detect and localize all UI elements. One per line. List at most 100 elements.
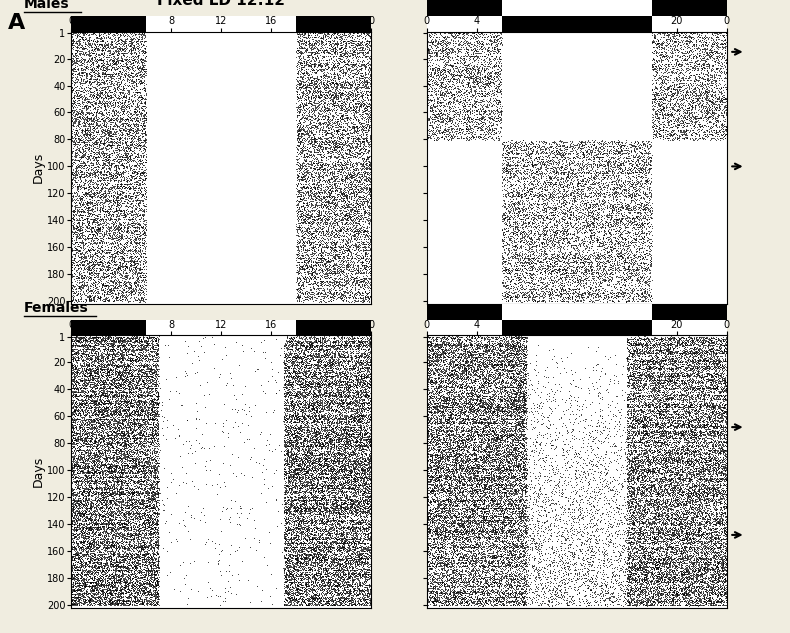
- Point: [422, 517, 434, 527]
- Point: [695, 536, 708, 546]
- Point: [683, 401, 695, 411]
- Point: [105, 148, 118, 158]
- Point: [87, 540, 100, 550]
- Point: [660, 494, 672, 505]
- Point: [463, 396, 476, 406]
- Point: [73, 417, 86, 427]
- Point: [683, 103, 695, 113]
- Point: [457, 38, 470, 48]
- Point: [329, 499, 342, 510]
- Point: [107, 407, 119, 417]
- Point: [715, 442, 728, 453]
- Point: [491, 339, 503, 349]
- Point: [678, 446, 690, 456]
- Point: [683, 34, 695, 44]
- Point: [102, 173, 115, 184]
- Point: [340, 504, 352, 514]
- Point: [305, 93, 318, 103]
- Point: [325, 115, 337, 125]
- Point: [75, 551, 88, 561]
- Point: [95, 130, 107, 141]
- Point: [299, 45, 311, 55]
- Point: [356, 573, 368, 583]
- Point: [476, 566, 488, 576]
- Point: [284, 417, 297, 427]
- Point: [550, 170, 562, 180]
- Point: [650, 532, 663, 542]
- Point: [571, 570, 584, 580]
- Point: [344, 479, 357, 489]
- Point: [333, 72, 345, 82]
- Point: [69, 249, 81, 260]
- Point: [335, 360, 348, 370]
- Point: [85, 598, 97, 608]
- Point: [359, 292, 372, 303]
- Point: [457, 359, 469, 369]
- Point: [496, 359, 509, 369]
- Point: [96, 383, 108, 393]
- Point: [124, 438, 137, 448]
- Point: [282, 592, 295, 602]
- Point: [638, 277, 651, 287]
- Point: [107, 469, 119, 479]
- Point: [439, 70, 452, 80]
- Point: [718, 399, 731, 410]
- Point: [676, 430, 689, 441]
- Point: [439, 91, 452, 101]
- Point: [337, 80, 350, 90]
- Point: [675, 500, 687, 510]
- Point: [453, 521, 466, 531]
- Point: [295, 163, 308, 173]
- Point: [429, 368, 442, 379]
- Point: [720, 573, 733, 584]
- Point: [495, 573, 507, 584]
- Point: [521, 598, 534, 608]
- Point: [506, 472, 519, 482]
- Point: [291, 508, 303, 518]
- Point: [117, 588, 130, 598]
- Point: [281, 581, 294, 591]
- Point: [483, 345, 495, 355]
- Point: [628, 596, 641, 606]
- Point: [664, 532, 677, 542]
- Point: [129, 425, 141, 435]
- Point: [135, 113, 148, 123]
- Point: [683, 560, 696, 570]
- Point: [461, 510, 473, 520]
- Point: [96, 68, 109, 78]
- Point: [279, 525, 292, 535]
- Point: [310, 396, 322, 406]
- Point: [517, 417, 529, 427]
- Point: [470, 479, 483, 489]
- Point: [365, 35, 378, 46]
- Point: [313, 93, 325, 103]
- Point: [111, 598, 124, 608]
- Point: [111, 483, 123, 493]
- Point: [105, 249, 118, 259]
- Point: [134, 408, 146, 418]
- Point: [625, 491, 638, 501]
- Point: [118, 582, 130, 592]
- Point: [473, 472, 486, 482]
- Point: [303, 337, 316, 347]
- Point: [337, 596, 349, 606]
- Point: [572, 588, 585, 598]
- Point: [523, 173, 536, 184]
- Point: [510, 486, 522, 496]
- Point: [681, 515, 694, 525]
- Point: [305, 336, 318, 346]
- Point: [626, 334, 638, 344]
- Point: [656, 37, 668, 47]
- Point: [99, 589, 111, 599]
- Point: [122, 349, 135, 360]
- Point: [348, 122, 360, 132]
- Point: [465, 401, 477, 411]
- Point: [102, 362, 115, 372]
- Point: [89, 334, 102, 344]
- Point: [297, 502, 310, 512]
- Point: [640, 508, 653, 518]
- Point: [638, 544, 650, 554]
- Point: [301, 159, 314, 169]
- Point: [672, 337, 685, 348]
- Point: [116, 489, 129, 499]
